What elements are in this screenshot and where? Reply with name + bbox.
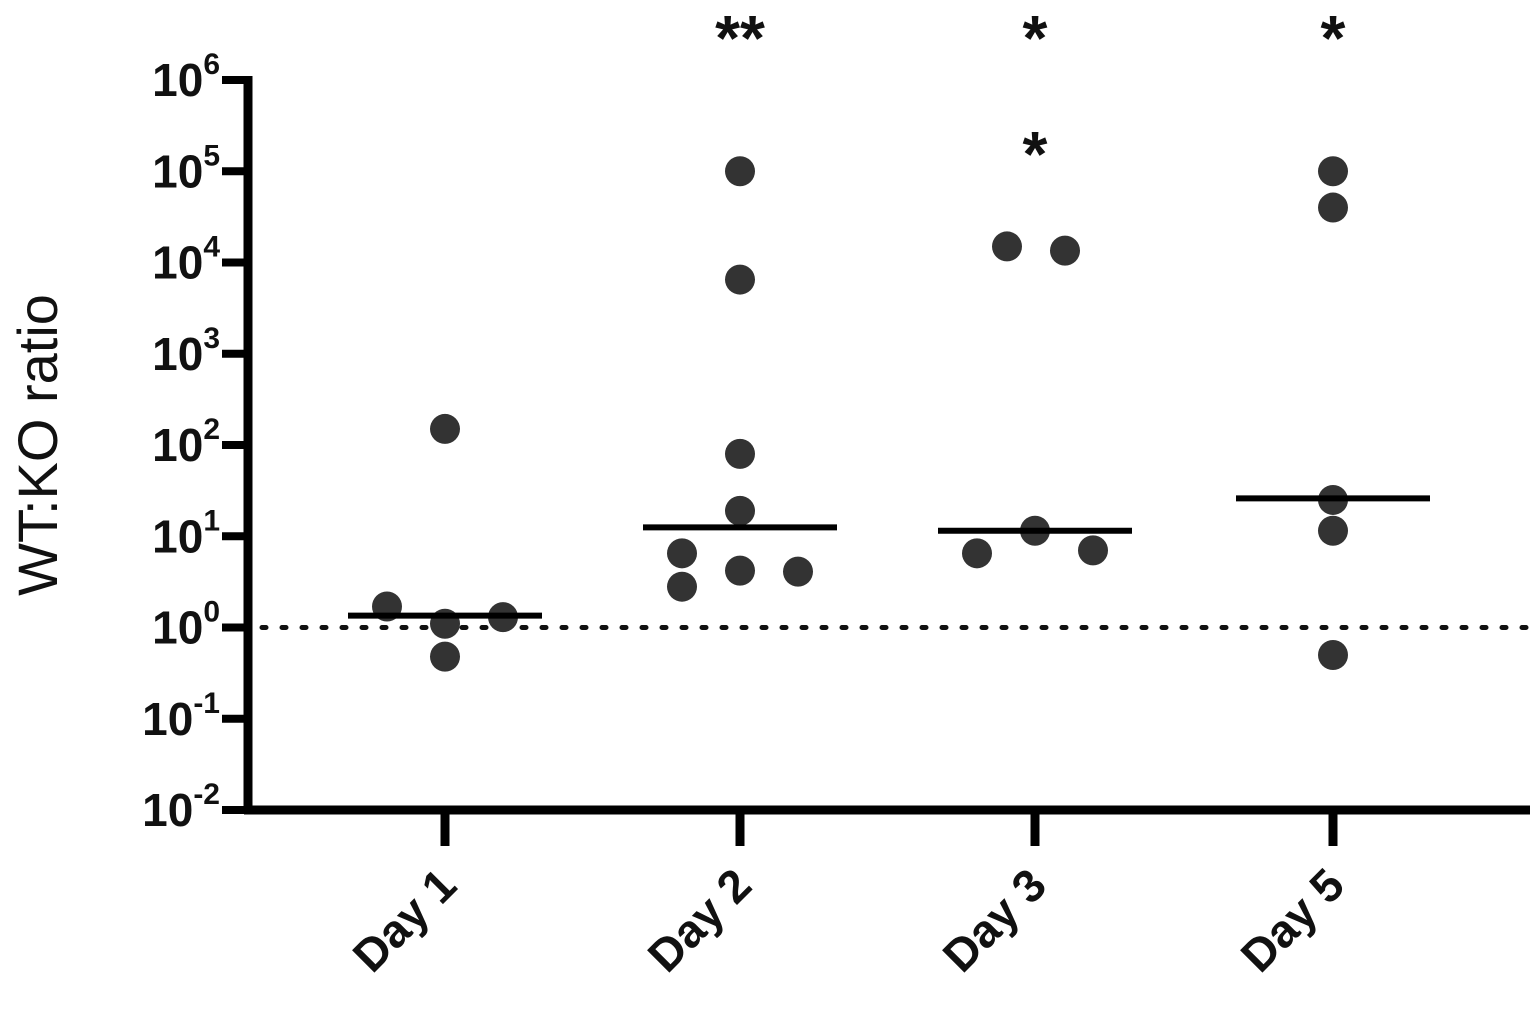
- significance-marker: *: [1023, 118, 1048, 190]
- data-point: [1318, 515, 1348, 546]
- x-tick-label: Day 1: [343, 858, 467, 982]
- data-point: [992, 231, 1022, 262]
- significance-marker: **: [715, 2, 765, 74]
- data-point: [725, 555, 755, 586]
- y-tick-label: 101: [152, 504, 220, 562]
- data-point: [1318, 639, 1348, 670]
- y-tick-exponent: 2: [203, 413, 220, 446]
- data-points: [372, 156, 1348, 672]
- y-tick-label: 10-1: [142, 687, 220, 745]
- y-tick-exponent: 1: [203, 504, 220, 537]
- median-lines: [348, 495, 1430, 619]
- y-tick-label: 100: [152, 596, 220, 654]
- y-tick-exponent: 4: [203, 231, 220, 264]
- x-tick-label: Day 3: [933, 858, 1057, 982]
- data-point: [783, 556, 813, 587]
- y-tick-base: 10: [142, 693, 193, 745]
- y-tick-label: 103: [152, 322, 220, 380]
- significance-markers: ** ***: [715, 2, 1345, 190]
- data-point: [430, 641, 460, 672]
- significance-marker: *: [1321, 2, 1346, 74]
- data-point: [1078, 535, 1108, 566]
- y-tick-exponent: 6: [203, 48, 220, 81]
- data-point: [962, 538, 992, 569]
- y-tick-exponent: 0: [203, 596, 220, 629]
- y-tick-base: 10: [152, 145, 203, 197]
- y-tick-exponent: -1: [193, 687, 220, 720]
- y-tick-label: 10-2: [142, 778, 220, 836]
- y-tick-base: 10: [152, 328, 203, 380]
- data-point: [667, 538, 697, 569]
- data-point: [667, 571, 697, 602]
- data-point: [430, 413, 460, 444]
- y-tick-exponent: 3: [203, 322, 220, 355]
- y-tick-label: 102: [152, 413, 220, 471]
- data-point: [1318, 192, 1348, 223]
- y-tick-label: 104: [152, 231, 220, 289]
- y-tick-base: 10: [152, 602, 203, 654]
- data-point: [725, 264, 755, 295]
- y-tick-exponent: -2: [193, 778, 220, 811]
- y-tick-base: 10: [142, 784, 193, 836]
- data-point: [725, 495, 755, 526]
- x-tick-label: Day 2: [638, 858, 762, 982]
- data-point: [1318, 156, 1348, 187]
- data-point: [1050, 235, 1080, 266]
- y-axis-label: WT:KO ratio: [6, 294, 69, 596]
- x-ticks: Day 1 Day 2 Day 3 Day 5: [343, 810, 1355, 982]
- x-tick-label: Day 5: [1231, 858, 1355, 982]
- data-point: [725, 156, 755, 187]
- y-tick-base: 10: [152, 419, 203, 471]
- y-tick-label: 105: [152, 139, 220, 197]
- y-tick-label: 106: [152, 48, 220, 106]
- data-point: [725, 438, 755, 469]
- significance-marker: *: [1023, 2, 1048, 74]
- y-tick-exponent: 5: [203, 139, 220, 172]
- y-tick-base: 10: [152, 54, 203, 106]
- y-tick-base: 10: [152, 510, 203, 562]
- y-tick-base: 10: [152, 237, 203, 289]
